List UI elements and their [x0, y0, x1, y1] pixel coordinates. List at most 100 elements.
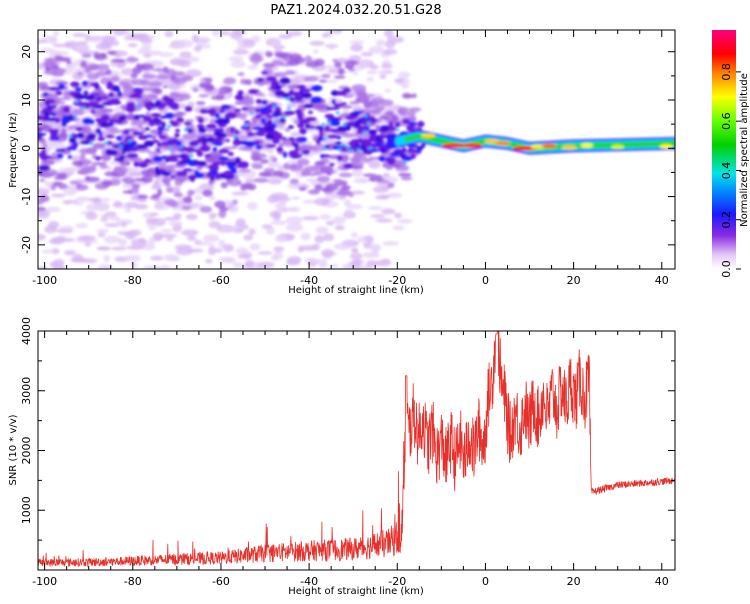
spectrogram-cell: [357, 60, 371, 67]
spectrogram-cell: [121, 84, 134, 91]
spectrogram-cell: [326, 172, 332, 176]
spectrogram-frame: [37, 29, 676, 270]
spectrogram-cell: [265, 226, 276, 235]
spectrogram-cell: [325, 30, 340, 35]
spectrogram-cell: [139, 63, 154, 71]
spectrogram-cell: [174, 244, 192, 251]
x-tick-label: -20: [388, 575, 406, 588]
spectrogram-cell: [125, 31, 133, 37]
spectrogram-cell: [78, 50, 96, 55]
spectrogram-cell: [213, 248, 223, 253]
spectrogram-cell: [298, 186, 307, 191]
spectrogram-cell: [161, 155, 167, 160]
spectrogram-cell: [373, 259, 392, 267]
x-tick-label: -80: [124, 575, 142, 588]
spectrogram-cell: [218, 210, 227, 218]
colorbar: 0.0 0.2 0.4 0.6 0.8 Normalized spectral ampl…: [712, 30, 750, 278]
spectrogram-cell: [162, 84, 168, 89]
spectrogram-cell: [188, 202, 205, 209]
spectrogram-cell: [126, 152, 139, 159]
spectrogram-cell: [211, 137, 224, 143]
spectrogram-cell: [323, 137, 328, 141]
spectrogram-cell: [345, 115, 356, 121]
spectrogram-cell: [150, 112, 162, 118]
spectrogram-cell: [255, 114, 262, 119]
spectrogram-cell: [81, 106, 86, 110]
spectrogram-cell: [287, 125, 294, 129]
spectrogram-cell: [147, 237, 156, 246]
spectrogram-cell: [283, 151, 288, 158]
spectrogram-cell: [108, 215, 121, 221]
spectrogram-cell: [73, 115, 78, 119]
spectrogram-cell: [394, 212, 403, 219]
spectrogram-cell: [406, 124, 416, 129]
spectrogram-cell: [260, 118, 266, 124]
spectrogram-cell: [417, 120, 425, 128]
spectrogram-cell: [415, 148, 422, 154]
spectrogram-cell: [162, 66, 169, 74]
spectrogram-cell: [256, 265, 265, 269]
spectrogram-cell: [218, 148, 230, 154]
spectrogram-cell: [199, 206, 213, 213]
spectrogram-cell: [59, 96, 71, 101]
spectrogram-cell: [175, 128, 181, 133]
spectrogram-cell: [156, 142, 162, 148]
spectrogram-cell: [175, 162, 186, 166]
spectrogram-cell: [90, 82, 98, 87]
spectrogram-cell: [137, 194, 149, 199]
spectrogram-cell: [324, 79, 339, 84]
spectrogram-cell: [40, 159, 55, 166]
spectrogram-cell: [266, 144, 277, 148]
x-tick-label: -20: [388, 274, 406, 287]
spectrogram-cell: [659, 144, 673, 149]
spectrogram-cell: [357, 117, 363, 123]
spectrogram-cell: [145, 217, 158, 224]
y-tick-label: -20: [20, 236, 33, 254]
spectrogram-cell: [402, 161, 407, 165]
spectrogram-cell: [166, 237, 174, 242]
spectrogram-cell: [179, 51, 192, 59]
spectrogram-cell: [152, 68, 164, 72]
spectrogram-cell: [108, 179, 121, 186]
spectrogram-cell: [210, 176, 216, 182]
spectrogram-cell: [232, 49, 249, 55]
spectrogram-cell: [370, 214, 386, 218]
spectrogram-cell: [133, 161, 140, 168]
spectrogram-cell: [379, 74, 387, 80]
spectrogram-cell: [133, 114, 141, 121]
spectrogram-cell: [332, 178, 344, 183]
spectrogram-cell: [243, 234, 254, 241]
spectrogram-cell: [214, 112, 221, 119]
spectrogram-cell: [286, 102, 296, 108]
spectrogram-cell: [178, 145, 183, 149]
spectrogram-cell: [234, 129, 240, 135]
spectrogram-cell: [56, 172, 68, 177]
spectrogram-cell: [343, 163, 353, 169]
spectrogram-cell: [74, 100, 79, 104]
spectrogram-cell: [672, 140, 675, 147]
spectrogram-cell: [236, 163, 249, 169]
spectrogram-cell: [95, 110, 102, 114]
spectrogram-cell: [154, 166, 160, 171]
spectrogram-cell: [113, 166, 128, 174]
spectrogram-cell: [97, 232, 106, 238]
spectrogram-cell: [338, 172, 353, 178]
spectrogram-cell: [399, 112, 410, 117]
spectrogram-cell: [329, 128, 339, 133]
spectrogram-cell: [199, 108, 209, 114]
spectrogram-cell: [38, 197, 45, 205]
spectrogram-cell: [157, 129, 163, 136]
spectrogram-cell: [132, 66, 142, 75]
spectrogram-cell: [136, 144, 148, 149]
spectrogram-cell: [236, 45, 247, 51]
spectrogram-cell: [380, 63, 393, 69]
spectrogram-cell: [38, 188, 50, 196]
spectrogram-cell: [227, 163, 235, 170]
spectrogram-cell: [172, 71, 186, 77]
spectrogram-cell: [234, 157, 241, 164]
spectrogram-cell: [352, 71, 359, 76]
snr-x-ticks: -100 -80 -60 -40 -20 0 20 40: [32, 331, 669, 588]
spectrogram-cell: [84, 175, 91, 181]
spectrogram-cell: [101, 180, 112, 187]
spectrogram-cell: [349, 40, 365, 45]
